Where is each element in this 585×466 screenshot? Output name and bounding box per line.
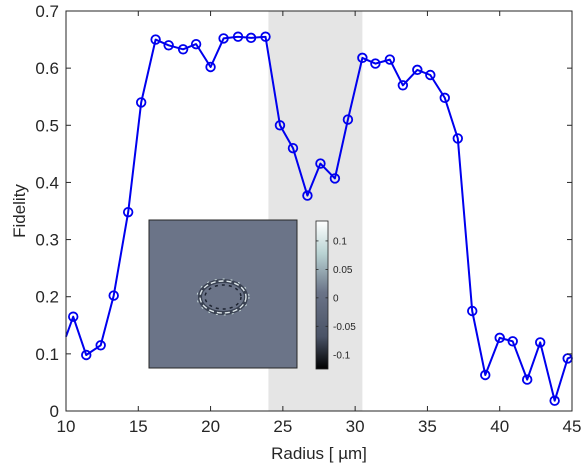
inset-heatmap-image <box>148 219 298 369</box>
colorbar-tick-label: -0.05 <box>333 322 356 333</box>
data-point <box>177 44 189 55</box>
y-axis-ticks: 0 0.1 0.2 0.3 0.4 0.5 0.6 0.7 <box>35 2 572 421</box>
inset-ring <box>196 278 250 316</box>
y-tick-label: 0 <box>50 402 59 421</box>
data-point <box>412 64 423 76</box>
data-point <box>163 40 174 51</box>
axes-box <box>65 10 573 412</box>
y-tick-label: 0.2 <box>35 288 59 307</box>
data-point <box>95 340 106 351</box>
data-point <box>370 58 381 69</box>
data-point <box>467 305 478 317</box>
data-point <box>122 206 134 218</box>
data-point <box>384 54 396 65</box>
data-point <box>329 173 341 184</box>
data-point <box>439 92 450 104</box>
inset-colorbar: 0.1 0.05 0 -0.05 -0.1 <box>315 220 356 370</box>
data-point <box>534 337 546 348</box>
x-tick-label: 35 <box>418 417 437 436</box>
data-point <box>68 311 79 322</box>
x-tick-label: 30 <box>346 417 365 436</box>
y-tick-label: 0.4 <box>35 173 59 192</box>
data-point <box>480 369 491 381</box>
data-point <box>521 374 533 385</box>
data-point <box>507 336 518 347</box>
data-point <box>190 38 202 50</box>
y-tick-label: 0.1 <box>35 345 59 364</box>
x-tick-label: 15 <box>129 417 148 436</box>
data-point <box>549 395 560 406</box>
data-point <box>287 142 299 154</box>
data-point <box>135 97 147 108</box>
fidelity-series <box>66 31 573 406</box>
y-tick-label: 0.7 <box>35 2 59 21</box>
data-point <box>150 34 161 45</box>
colorbar-tick-label: 0 <box>333 293 339 304</box>
data-point <box>315 158 326 169</box>
colorbar-gradient <box>315 220 329 370</box>
x-tick-label: 25 <box>273 417 292 436</box>
x-tick-label: 20 <box>201 417 220 436</box>
colorbar-tick-label: -0.1 <box>333 350 351 361</box>
data-point <box>397 80 409 91</box>
data-point <box>218 33 229 44</box>
y-tick-label: 0.6 <box>35 59 59 78</box>
y-axis-label: Fidelity <box>10 184 29 238</box>
data-point <box>245 32 257 44</box>
y-tick-label: 0.3 <box>35 231 59 250</box>
data-point <box>425 69 436 81</box>
data-point <box>274 120 286 131</box>
x-tick-label: 10 <box>57 417 76 436</box>
data-point <box>342 114 354 125</box>
data-point <box>302 190 313 201</box>
data-point <box>452 133 463 144</box>
x-axis-label: Radius [ µm] <box>271 444 367 463</box>
data-point <box>260 31 271 42</box>
inset-heatmap <box>148 219 298 369</box>
data-point <box>232 31 244 42</box>
data-point <box>205 61 216 73</box>
data-point <box>81 349 92 361</box>
data-point <box>357 52 368 64</box>
x-tick-label: 40 <box>490 417 509 436</box>
data-point <box>494 332 505 344</box>
data-point <box>108 290 119 301</box>
series-line <box>66 37 572 401</box>
colorbar-tick-label: 0.05 <box>333 265 353 276</box>
colorbar-tick-label: 0.1 <box>333 236 347 247</box>
x-axis-ticks: 10 15 20 25 30 35 40 45 <box>57 11 582 436</box>
y-tick-label: 0.5 <box>35 116 59 135</box>
x-tick-label: 45 <box>563 417 582 436</box>
